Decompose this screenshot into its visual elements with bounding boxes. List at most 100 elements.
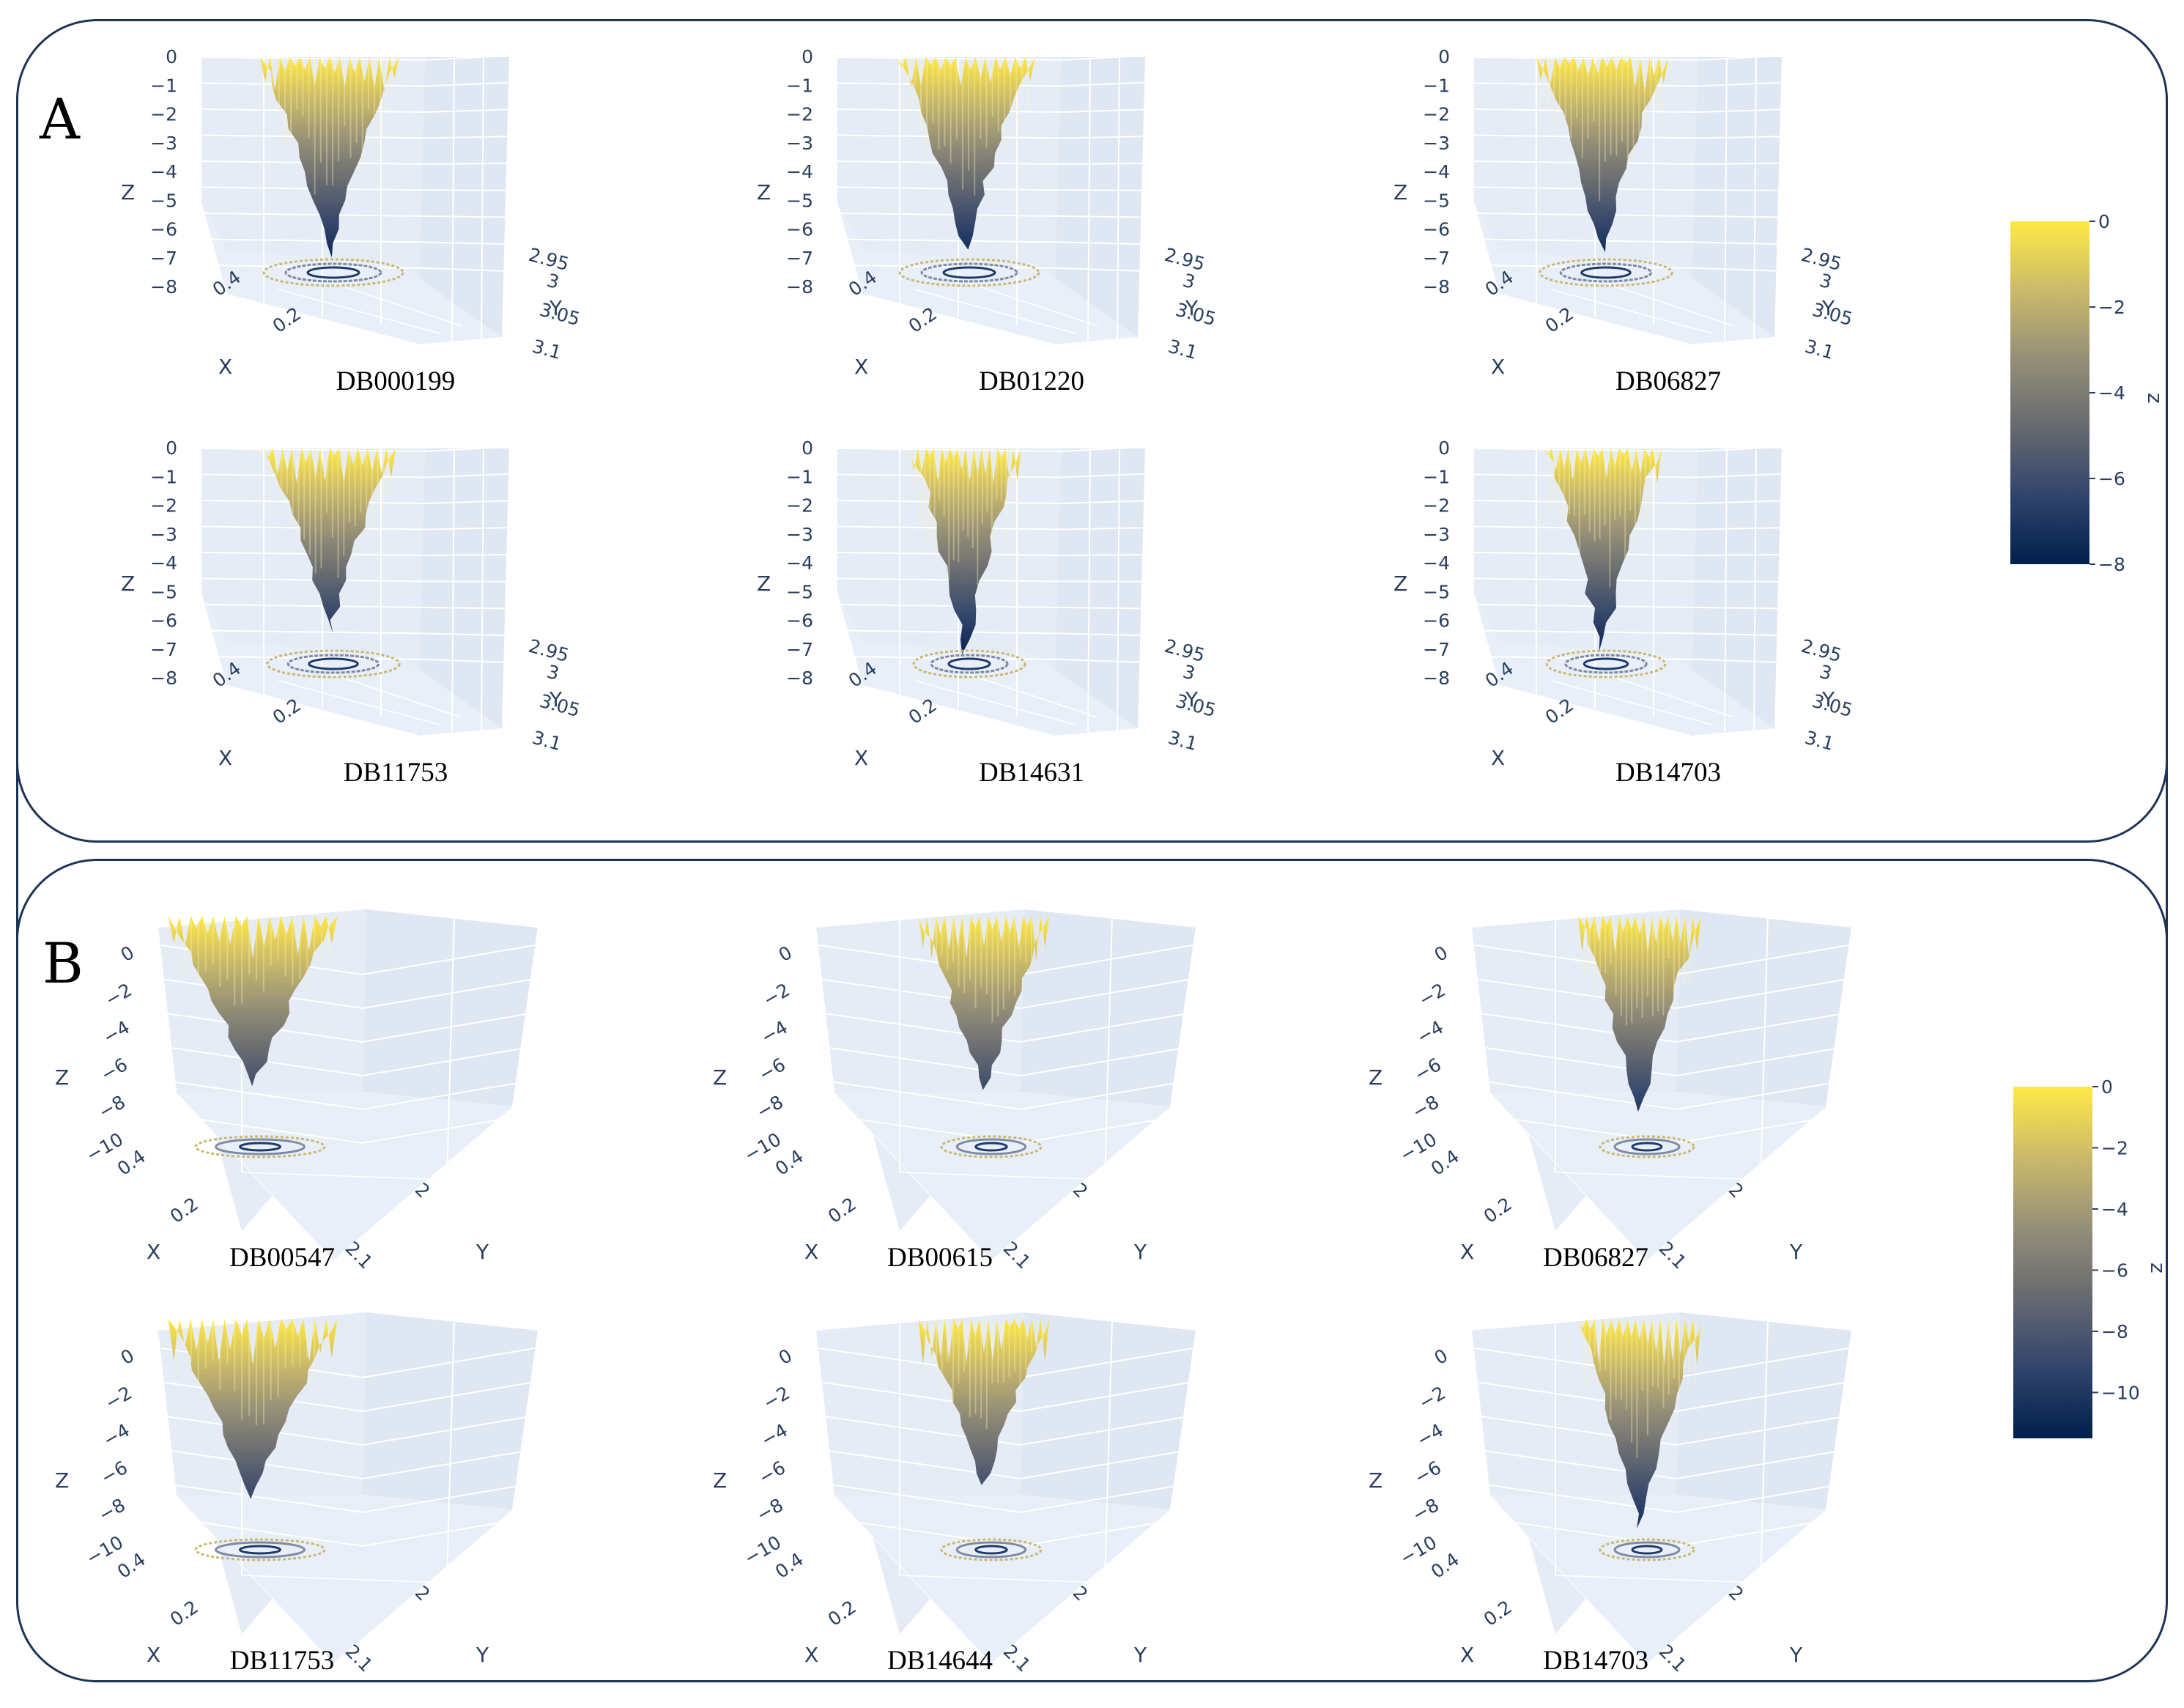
z-gridline — [837, 629, 1062, 635]
z-tick-label: −8 — [150, 668, 177, 689]
contour-mid — [1564, 654, 1648, 674]
contour-inner — [239, 1545, 281, 1555]
plot-title: DB06827 — [1615, 366, 1721, 396]
z-tick-label: −1 — [786, 75, 813, 96]
z-gridline — [1473, 577, 1698, 583]
z-gridline — [1676, 978, 1849, 1009]
x-tick-label: 0.2 — [166, 1193, 202, 1227]
z-gridline — [837, 604, 1062, 608]
y-axis-label: Y — [1133, 1643, 1147, 1667]
z-tick-label: −6 — [1411, 1054, 1445, 1086]
z-tick-label: −1 — [150, 75, 177, 96]
floor-gridline — [965, 281, 1098, 327]
energy-surface — [1578, 916, 1701, 1112]
z-axis-label: Z — [121, 180, 135, 204]
z-tick-label: −6 — [1423, 219, 1450, 240]
z-axis-label: Z — [1369, 1468, 1382, 1493]
scene-right-wall — [1021, 1312, 1196, 1509]
z-gridline — [837, 448, 1062, 452]
floor-gridline — [862, 294, 1054, 345]
floor-gridline — [1499, 294, 1691, 345]
z-gridline — [1697, 215, 1781, 218]
z-gridline — [1473, 604, 1698, 608]
z-gridline — [1474, 1113, 1677, 1144]
z-tick-label: −7 — [150, 639, 177, 660]
z-tick-label: 0 — [1431, 942, 1451, 966]
colorbar-A: 0 −2 −4 −6 −8 z — [2010, 211, 2167, 575]
plot-title: DB14703 — [1543, 1646, 1648, 1676]
z-gridline — [837, 238, 1062, 243]
energy-surface — [168, 916, 338, 1087]
scene-floor — [201, 593, 502, 736]
scene-right-wall — [1690, 57, 1782, 344]
z-gridline — [818, 1113, 1021, 1144]
surface-plot-DB06827: 0−1−2−3−4−5−6−7−8 0.40.22.9533.053.1ZXYDB… — [1393, 46, 1855, 396]
z-tick-label: 0 — [117, 1345, 138, 1369]
scene-right-wall — [363, 1312, 538, 1509]
z-gridline — [201, 238, 426, 243]
z-gridline — [201, 448, 426, 452]
y-tick-label: 3.1 — [1166, 336, 1199, 363]
y-tick-label: 2.95 — [526, 244, 571, 275]
z-tick-label: −1 — [150, 466, 177, 487]
z-tick-label: −5 — [1423, 190, 1450, 211]
energy-surface — [260, 57, 399, 258]
y-axis-label: Y — [475, 1240, 489, 1264]
z-gridline — [1676, 1415, 1849, 1446]
x-axis-label: X — [147, 1240, 160, 1264]
contour-mid — [215, 1541, 306, 1559]
contour-outer — [940, 1135, 1043, 1158]
plot-title: DB14631 — [979, 758, 1084, 788]
z-gridline — [1676, 1449, 1849, 1479]
z-gridline — [1697, 55, 1781, 61]
z-gridline — [201, 604, 426, 608]
z-gridline — [1060, 632, 1144, 637]
x-tick-label: 0.2 — [1480, 1596, 1516, 1630]
floor-gridline — [278, 289, 440, 334]
z-tick-label: −2 — [102, 979, 136, 1011]
z-gridline — [1060, 473, 1144, 478]
y-tick-label: 3 — [544, 661, 561, 684]
z-tick-label: −3 — [786, 524, 813, 545]
y-tick-label: 3 — [1180, 661, 1197, 684]
z-gridline — [424, 163, 508, 165]
scene-right-wall — [363, 909, 538, 1106]
colorbar-tick-label: −6 — [2101, 1260, 2128, 1281]
z-gridline — [1697, 163, 1781, 165]
z-gridline — [424, 527, 508, 530]
z-tick-label: 0 — [775, 1345, 796, 1369]
z-gridline — [1060, 241, 1144, 245]
y-axis-label: Y — [1821, 687, 1835, 711]
z-tick-label: −4 — [100, 1419, 133, 1452]
z-gridline — [1697, 81, 1781, 87]
scene-right-wall — [1690, 448, 1782, 736]
y-gridline — [1104, 1318, 1113, 1583]
y-tick-label: 3 — [544, 270, 561, 293]
z-axis-label: Z — [713, 1065, 727, 1090]
z-gridline — [1697, 527, 1781, 530]
panel-a-frame — [16, 19, 2168, 843]
z-gridline — [201, 265, 426, 269]
contour-inner — [942, 266, 996, 279]
z-tick-label: −2 — [150, 495, 177, 517]
floor-gridline — [226, 685, 418, 736]
y-tick-label: 2.95 — [1162, 244, 1207, 275]
y-tick-label: 3.1 — [1802, 336, 1836, 363]
z-gridline — [1060, 500, 1144, 504]
z-gridline — [1697, 632, 1781, 637]
y-gridline — [1753, 448, 1757, 733]
z-tick-label: 0 — [117, 942, 138, 966]
energy-surface — [910, 448, 1021, 654]
z-gridline — [1697, 607, 1781, 610]
y-tick-label: 2.95 — [1799, 244, 1843, 275]
z-gridline — [1473, 265, 1698, 269]
y-axis-label: Y — [1821, 296, 1835, 320]
y-gridline — [1724, 448, 1728, 733]
z-tick-label: −8 — [786, 668, 813, 689]
x-axis-label: X — [218, 746, 232, 770]
contour-outer — [898, 258, 1040, 287]
scene-right-wall — [418, 57, 509, 344]
y-tick-label: 3.1 — [530, 727, 563, 755]
z-gridline — [1020, 1449, 1193, 1479]
plot-title: DB06827 — [1543, 1243, 1648, 1273]
